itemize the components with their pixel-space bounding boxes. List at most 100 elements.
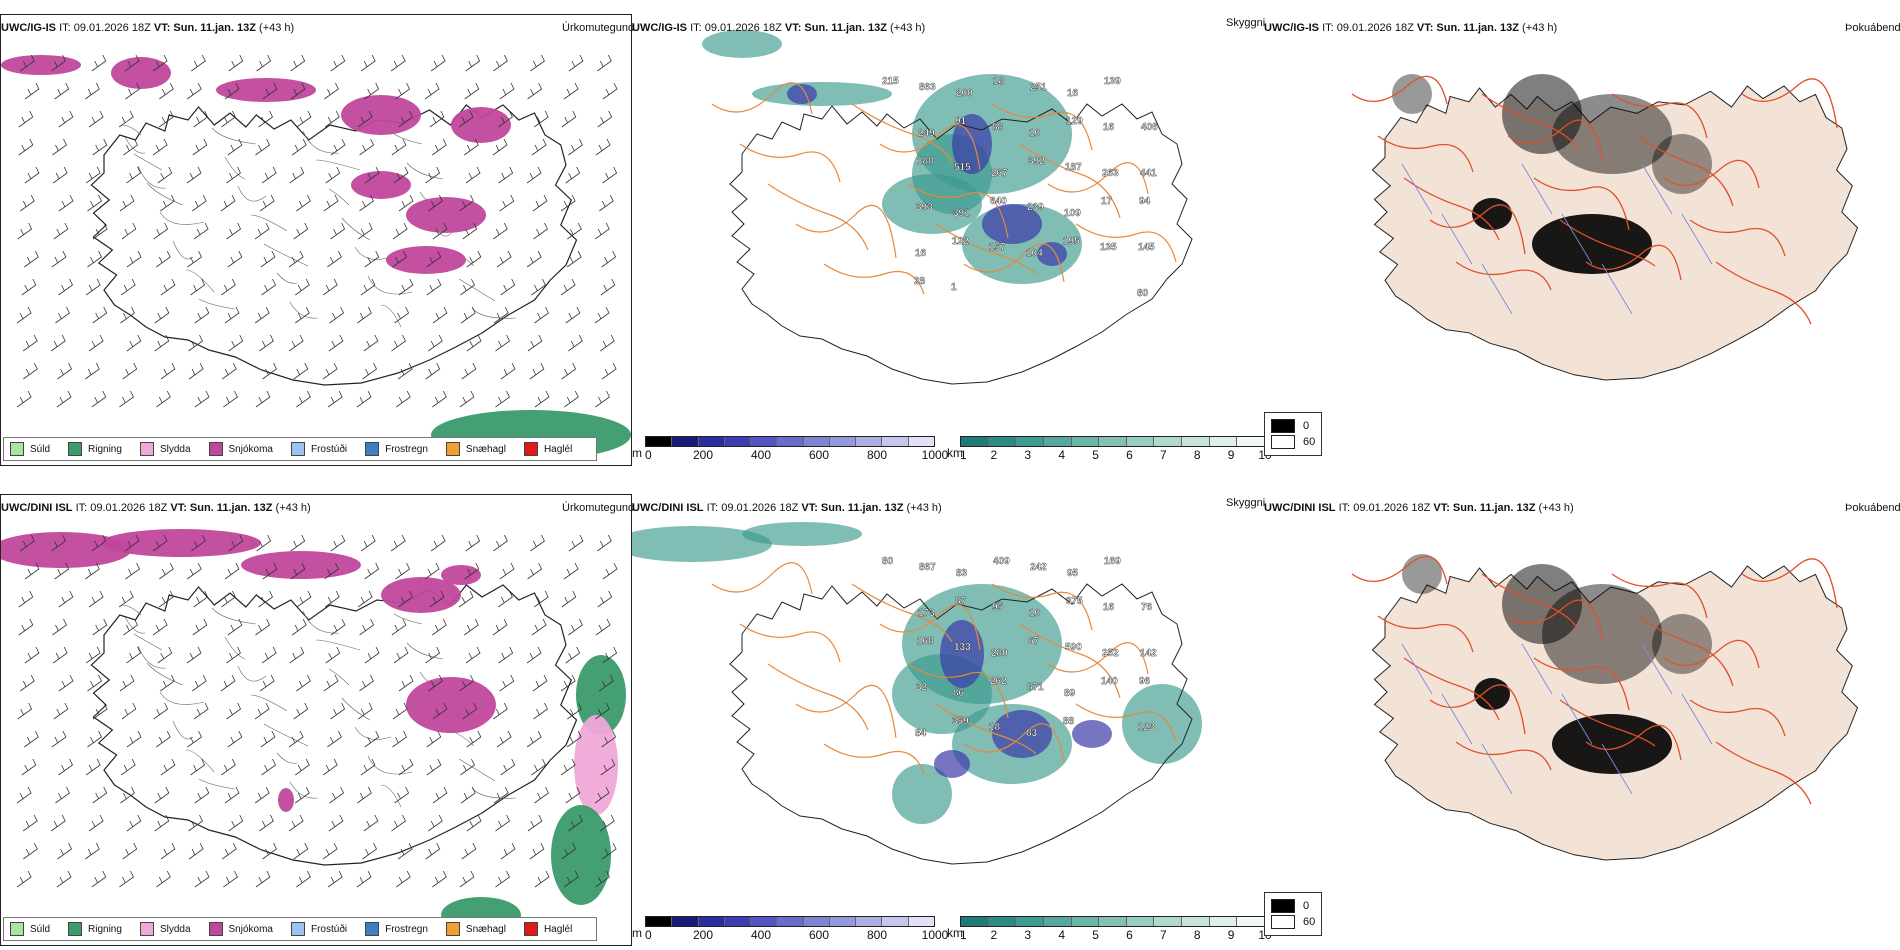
visibility-value: 18 xyxy=(993,76,1005,87)
colorbar-tick-label: 1 xyxy=(960,928,967,942)
fog-legend-2: 0 60 xyxy=(1264,892,1323,936)
road-line xyxy=(851,583,953,643)
river-line xyxy=(315,159,361,171)
legend-label: Frostúði xyxy=(310,443,348,455)
ptype-map-1 xyxy=(1,54,631,460)
colorbar-cell xyxy=(1209,917,1238,926)
river-line xyxy=(224,156,246,180)
road-line xyxy=(1429,204,1526,255)
river-line xyxy=(458,758,496,782)
valid-time: Sun. 11.jan. 13Z xyxy=(804,22,887,34)
colorbar-tick-label: 800 xyxy=(866,448,888,462)
river-line xyxy=(276,272,298,284)
river-line xyxy=(120,124,142,136)
colorbar-cell xyxy=(908,437,934,446)
vt-label: VT: xyxy=(1433,502,1450,514)
road-line xyxy=(1377,615,1474,653)
river-line xyxy=(172,240,194,260)
fog-signal-area xyxy=(1474,678,1510,710)
visibility-value: 87 xyxy=(955,596,967,607)
legend-label: Rigning xyxy=(88,443,122,455)
visibility-value: 239 xyxy=(1027,202,1044,213)
colorbar-cell xyxy=(829,437,857,446)
vt-label: VT: xyxy=(784,22,802,34)
road-line xyxy=(1715,741,1812,805)
colorbar-cells xyxy=(645,436,935,447)
colorbar-cell xyxy=(988,437,1017,446)
fog-signal-area xyxy=(1402,554,1442,594)
iceland-outline xyxy=(90,104,578,386)
low-visibility-area xyxy=(752,82,892,106)
legend-label: Snjókoma xyxy=(228,443,273,455)
colorbar-tick-label: 0 xyxy=(645,448,652,462)
low-visibility-area xyxy=(742,522,862,546)
init-time: IT: 09.01.2026 18Z xyxy=(75,502,168,514)
visibility-value: 157 xyxy=(989,242,1006,253)
visibility-value: 86 xyxy=(953,688,965,699)
legend-label: Súld xyxy=(30,923,51,935)
valid-time: Sun. 11.jan. 13Z xyxy=(189,502,273,514)
model-name: UWC/IG-IS xyxy=(1264,22,1319,34)
ptype-panel-1: Súld Rigning Slydda Snjókoma Frostúði Frostre… xyxy=(0,14,632,466)
road-line xyxy=(823,263,925,295)
legend-item: Frostregn xyxy=(365,922,428,936)
vt-label: VT: xyxy=(153,22,171,34)
legend-label: Snjókoma xyxy=(228,923,273,935)
road-line xyxy=(907,183,1009,239)
low-visibility-area xyxy=(882,174,982,234)
road-line xyxy=(1663,159,1760,189)
river-line xyxy=(1441,213,1473,265)
precip-area xyxy=(386,246,466,274)
road-line xyxy=(823,743,925,775)
legend-swatch xyxy=(523,442,538,456)
low-visibility-area xyxy=(702,30,782,58)
vis-km-colorbar-2: km12345678910 xyxy=(947,916,1272,942)
colorbar-cell xyxy=(1016,917,1044,926)
colorbar-tick-label: 800 xyxy=(866,928,888,942)
colorbar-tick-label: 5 xyxy=(1092,448,1099,462)
river-line xyxy=(1481,743,1513,795)
legend-swatch xyxy=(139,442,154,456)
visibility-value: 18 xyxy=(989,722,1001,733)
model-name: UWC/DINI ISL xyxy=(1,502,73,514)
river-line xyxy=(1681,693,1713,745)
river-line xyxy=(380,784,402,808)
visibility-value: 267 xyxy=(991,168,1008,179)
legend-label: Haglél xyxy=(543,923,573,935)
fog-signal-area xyxy=(1472,198,1512,230)
visibility-value: 640 xyxy=(990,196,1007,207)
road-line xyxy=(1403,177,1500,241)
visibility-value: 867 xyxy=(919,562,936,573)
colorbar-tick-label: 5 xyxy=(1092,928,1099,942)
precip-area xyxy=(111,57,171,89)
visibility-value: 441 xyxy=(1140,168,1157,179)
colorbar-cell xyxy=(1099,437,1127,446)
river-line xyxy=(289,301,319,319)
visibility-value: 215 xyxy=(882,76,899,87)
river-line xyxy=(137,165,167,189)
visibility-value: 280 xyxy=(991,648,1008,659)
road-line xyxy=(1019,623,1121,699)
road-line xyxy=(879,124,981,171)
colorbar-cell xyxy=(672,917,699,926)
fog-legend-1: 0 60 xyxy=(1264,412,1323,456)
visibility-value: 16 xyxy=(915,248,927,259)
river-line xyxy=(471,307,517,319)
init-time: IT: 09.01.2026 18Z xyxy=(706,502,799,514)
colorbar-tick-label: 2 xyxy=(990,448,998,462)
legend-item: Frostúði xyxy=(290,442,348,456)
road-line xyxy=(1585,244,1682,281)
colorbar-tick-label: 6 xyxy=(1126,928,1133,942)
colorbar-cell xyxy=(646,437,673,446)
row-1: Súld Rigning Slydda Snjókoma Frostúði Frostre… xyxy=(0,0,1900,470)
visibility-value: 91 xyxy=(955,116,967,127)
precip-area xyxy=(441,565,481,585)
colorbar-cell xyxy=(1126,917,1155,926)
lead-time: (+43 h) xyxy=(906,502,942,514)
legend-swatch xyxy=(68,922,83,936)
colorbar-labels: 0 200 400 600 800 1000 xyxy=(645,927,948,942)
lead-time: (+43 h) xyxy=(890,22,926,34)
river-line xyxy=(250,694,288,712)
vis-m-colorbar-2: m 0 200 400 600 800 1000 xyxy=(632,916,948,942)
river-line xyxy=(1481,263,1513,315)
